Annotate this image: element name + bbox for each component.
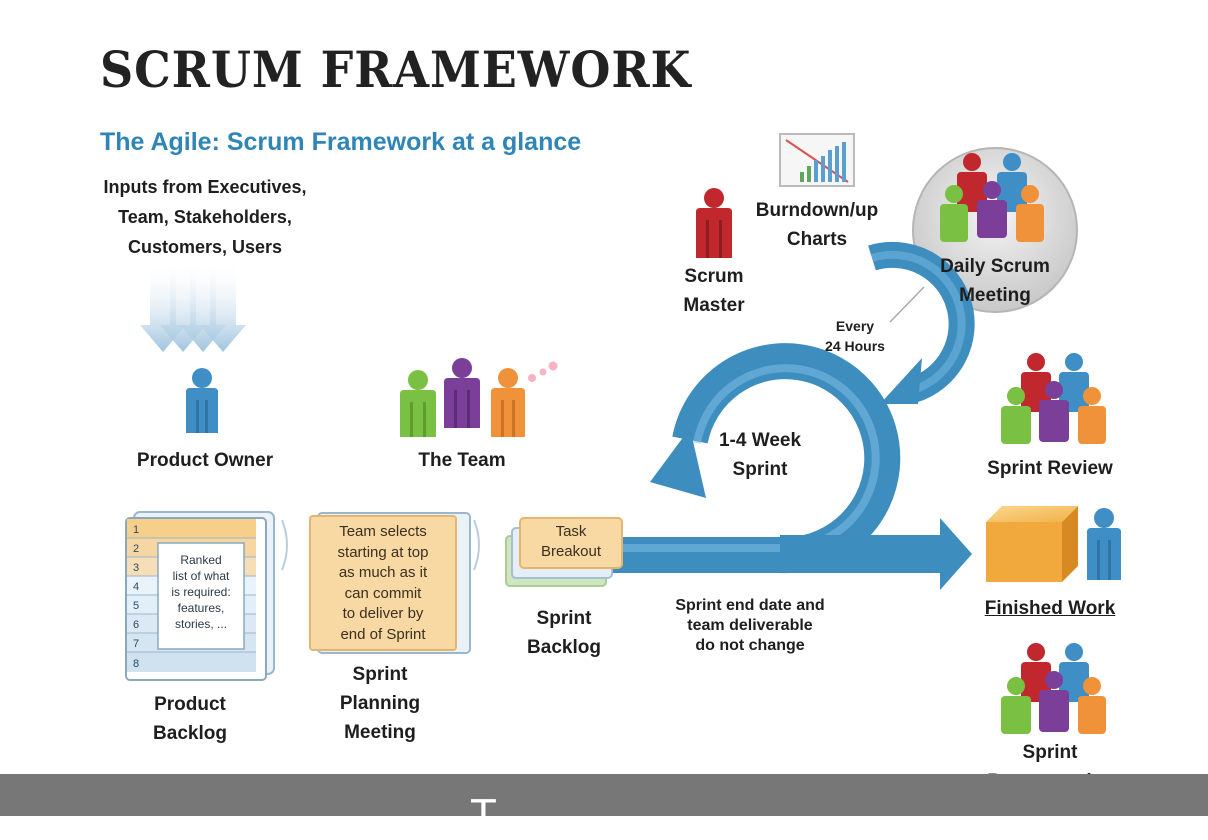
backlog-row-number: 8 xyxy=(133,658,139,670)
product-owner-label: Product Owner xyxy=(136,450,274,471)
inputs-label: Inputs from Executives, Team, Stakeholde… xyxy=(103,177,307,257)
daily-loop-arrow xyxy=(868,241,975,404)
sprint-review-label: Sprint Review xyxy=(987,458,1113,479)
backlog-row-numbers: 1 2 3 4 5 6 7 8 xyxy=(133,524,139,670)
product-backlog-note: Ranked list of what is required: feature… xyxy=(171,553,231,631)
page-title: SCRUM FRAMEWORK xyxy=(100,40,692,99)
backlog-row-number: 5 xyxy=(133,600,139,612)
backlog-row-number: 6 xyxy=(133,619,139,631)
scrum-master-label: Scrum Master xyxy=(683,266,745,316)
product-owner-icon xyxy=(186,368,218,433)
sprint-planning-note xyxy=(309,512,480,654)
inputs-arrows xyxy=(140,260,246,352)
product-backlog-label: Product Backlog xyxy=(153,694,227,744)
diagram-graphics: 1 2 3 4 5 6 7 8 xyxy=(125,133,1121,734)
sprint-planning-note-text: Team selects starting at top as much as … xyxy=(337,523,429,643)
sprint-retro-team-icon xyxy=(1001,643,1106,734)
caption-text: T xyxy=(470,790,497,839)
sprint-loop-arrow xyxy=(590,343,972,590)
backlog-row-number: 1 xyxy=(133,524,139,536)
burndown-chart-icon xyxy=(779,133,855,187)
finished-work-label: Finished Work xyxy=(984,598,1116,619)
sprint-backlog-label: Sprint Backlog xyxy=(527,608,601,658)
sprint-backlog-cards xyxy=(505,517,623,587)
task-breakout-text: Task Breakout xyxy=(540,523,602,560)
daily-scrum-label: Daily Scrum Meeting xyxy=(940,256,1050,306)
sprint-end-note: Sprint end date and team deliverable do … xyxy=(675,597,825,654)
finished-work-box xyxy=(986,506,1078,582)
scrum-master-icon xyxy=(696,188,732,258)
finished-work-person-icon xyxy=(1087,508,1121,580)
sprint-review-team-icon xyxy=(1001,353,1106,444)
every-24-hours-label: Every 24 Hours xyxy=(825,318,885,354)
backlog-row-number: 3 xyxy=(133,562,139,574)
daily-scrum-team-icon xyxy=(940,153,1044,242)
backlog-row-number: 4 xyxy=(133,581,139,593)
sprint-duration-label: 1-4 Week Sprint xyxy=(718,430,802,480)
backlog-row-number: 7 xyxy=(133,638,139,650)
caption-bar xyxy=(0,774,1208,816)
the-team-label: The Team xyxy=(418,450,506,471)
product-backlog-stack xyxy=(125,511,288,681)
sprint-planning-label: Sprint Planning Meeting xyxy=(339,664,421,743)
team-icon xyxy=(400,358,558,437)
burndown-label: Burndown/up Charts xyxy=(755,200,879,250)
backlog-row-number: 2 xyxy=(133,543,139,555)
page-subtitle: The Agile: Scrum Framework at a glance xyxy=(100,128,582,156)
